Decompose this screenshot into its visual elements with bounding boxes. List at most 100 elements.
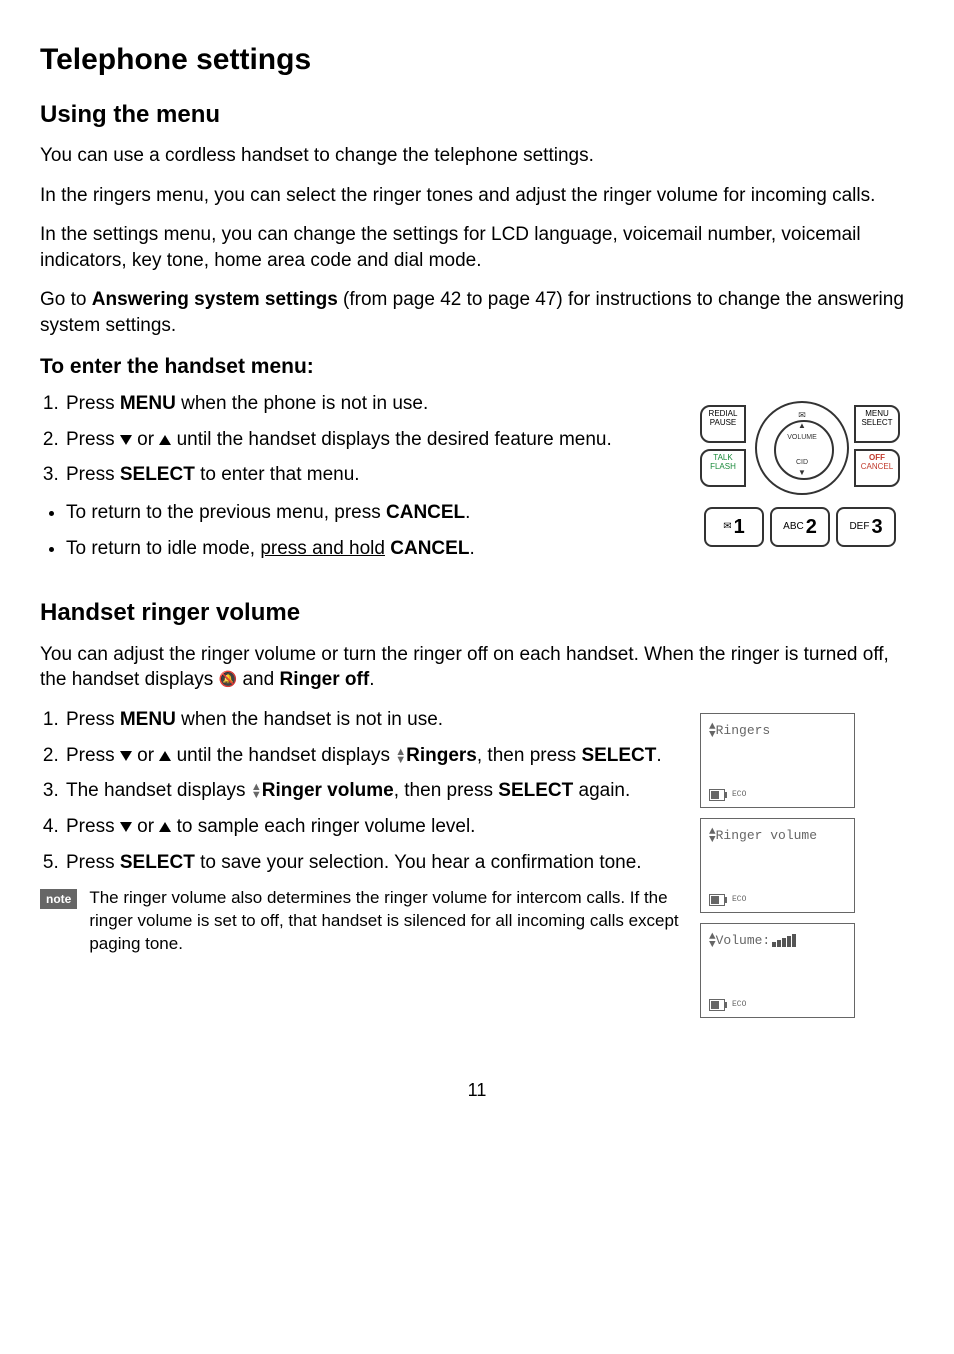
text: Press (66, 429, 120, 450)
volume-bars-icon (772, 934, 796, 947)
key-2: ABC2 (770, 507, 830, 547)
lcd-ringers: ▲▼Ringers ECO (700, 713, 855, 808)
menu-item: Ringer volume (262, 780, 394, 801)
text: Press (66, 852, 120, 873)
text: Press (66, 745, 120, 766)
text: or (132, 816, 159, 837)
step: Press SELECT to save your selection. You… (64, 850, 680, 876)
up-arrow-icon (159, 435, 171, 445)
page-number: 11 (40, 1078, 914, 1102)
text: , then press (394, 780, 499, 801)
section-heading-using: Using the menu (40, 99, 914, 131)
text: Press (66, 464, 120, 485)
key-label: MENU (120, 393, 176, 414)
text: , then press (477, 745, 582, 766)
text: and (237, 669, 279, 690)
up-arrow-icon (159, 822, 171, 832)
label: FLASH (702, 463, 744, 472)
text: Go to (40, 289, 92, 310)
bullet: To return to idle mode, press and hold C… (66, 536, 680, 562)
paragraph: In the settings menu, you can change the… (40, 222, 914, 273)
dpad: ✉ ▲ VOLUME ▼ CID (755, 401, 849, 495)
digit: 2 (806, 514, 817, 541)
text: until the handset displays (171, 745, 395, 766)
key-label: SELECT (120, 464, 195, 485)
label: VOLUME (787, 433, 817, 442)
battery-icon (709, 894, 725, 906)
note: note The ringer volume also determines t… (40, 887, 680, 956)
text: Press (66, 709, 120, 730)
text: You can adjust the ringer volume or turn… (40, 644, 889, 691)
mail-icon: ✉ (723, 520, 731, 534)
up-arrow-icon: ▲ (798, 421, 806, 432)
eco-label: ECO (732, 790, 746, 801)
key-label: SELECT (120, 852, 195, 873)
text: to save your selection. You hear a confi… (195, 852, 642, 873)
text: or (132, 745, 159, 766)
down-arrow-icon (120, 822, 132, 832)
key-label: CANCEL (386, 502, 465, 523)
steps-list: Press MENU when the handset is not in us… (40, 707, 680, 875)
step: Press or to sample each ringer volume le… (64, 814, 680, 840)
down-arrow-icon: ▼ (798, 468, 806, 479)
text: when the phone is not in use. (176, 393, 428, 414)
link-text: Answering system settings (92, 289, 338, 310)
note-text: The ringer volume also determines the ri… (89, 887, 680, 956)
text: or (132, 429, 159, 450)
text: . (469, 538, 474, 559)
text: Press (66, 393, 120, 414)
eco-label: ECO (732, 1000, 746, 1011)
digit: 1 (734, 514, 745, 541)
updown-icon: ▲▼ (709, 723, 716, 739)
text: Press (66, 816, 120, 837)
mail-icon: ✉ (798, 409, 806, 421)
lcd-ringer-volume: ▲▼Ringer volume ECO (700, 818, 855, 913)
key-1: ✉1 (704, 507, 764, 547)
subheading-enter-menu: To enter the handset menu: (40, 353, 914, 381)
label: Ringer off (279, 669, 369, 690)
paragraph: You can adjust the ringer volume or turn… (40, 642, 914, 693)
ringer-off-icon: 🔕 (219, 671, 238, 688)
text: to sample each ringer volume level. (171, 816, 475, 837)
key-3: DEF3 (836, 507, 896, 547)
lcd-text: Ringer volume (716, 827, 817, 845)
text: until the handset displays the desired f… (171, 429, 611, 450)
text: . (656, 745, 661, 766)
paragraph: You can use a cordless handset to change… (40, 143, 914, 169)
battery-icon (709, 999, 725, 1011)
updown-icon: ▲▼ (395, 748, 406, 764)
key-label: MENU (120, 709, 176, 730)
eco-label: ECO (732, 895, 746, 906)
key-label: SELECT (498, 780, 573, 801)
text: . (465, 502, 470, 523)
lcd-text: Ringers (716, 722, 771, 740)
off-cancel-button: OFF CANCEL (854, 449, 900, 487)
text: To return to the previous menu, press (66, 502, 386, 523)
letters: ABC (783, 520, 804, 534)
step: Press SELECT to enter that menu. (64, 462, 680, 488)
text: again. (573, 780, 630, 801)
label: CID (796, 458, 808, 467)
menu-item: Ringers (406, 745, 477, 766)
down-arrow-icon (120, 751, 132, 761)
paragraph: In the ringers menu, you can select the … (40, 183, 914, 209)
menu-select-button: MENU SELECT (854, 405, 900, 443)
step: Press or until the handset displays the … (64, 427, 680, 453)
label: CANCEL (856, 463, 898, 472)
digit: 3 (871, 514, 882, 541)
key-label: CANCEL (390, 538, 469, 559)
page-title: Telephone settings (40, 40, 914, 81)
bullet-list: To return to the previous menu, press CA… (40, 500, 680, 561)
up-arrow-icon (159, 751, 171, 761)
text: . (369, 669, 374, 690)
updown-icon: ▲▼ (251, 783, 262, 799)
paragraph: Go to Answering system settings (from pa… (40, 287, 914, 338)
steps-list: Press MENU when the phone is not in use.… (40, 391, 680, 488)
updown-icon: ▲▼ (709, 828, 716, 844)
step: Press MENU when the phone is not in use. (64, 391, 680, 417)
battery-icon (709, 789, 725, 801)
updown-icon: ▲▼ (709, 933, 716, 949)
talk-flash-button: TALK FLASH (700, 449, 746, 487)
text: to enter that menu. (195, 464, 360, 485)
step: Press MENU when the handset is not in us… (64, 707, 680, 733)
